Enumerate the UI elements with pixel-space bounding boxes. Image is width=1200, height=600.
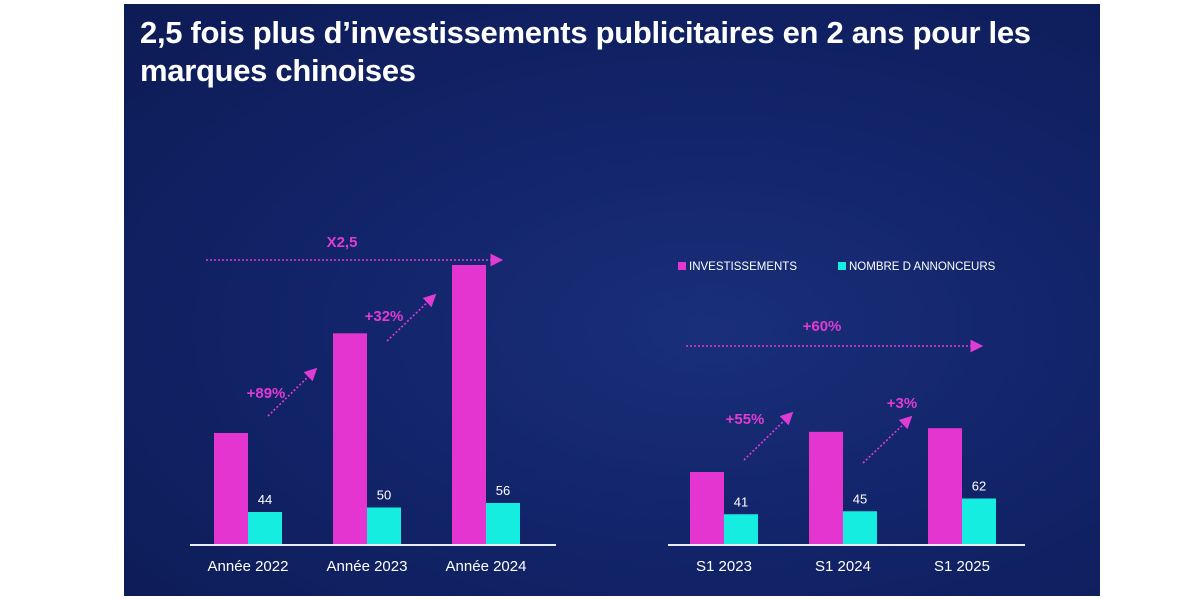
- data-label: 44: [258, 492, 272, 507]
- bar-annonceurs: [724, 514, 758, 545]
- bar-investissements: [928, 428, 962, 545]
- category-label: S1 2024: [815, 558, 871, 575]
- bar-investissements: [214, 433, 248, 545]
- growth-arrow: [267, 367, 318, 417]
- bar-annonceurs: [843, 511, 877, 545]
- growth-label: +55%: [726, 411, 765, 428]
- legend-label-investissements: INVESTISSEMENTS: [689, 261, 797, 273]
- category-label: Année 2022: [208, 558, 289, 575]
- bar-annonceurs: [962, 498, 996, 545]
- growth-arrow: [743, 411, 794, 461]
- legend-swatch-annonceurs: [838, 262, 846, 270]
- chart-title: 2,5 fois plus d’investissements publicit…: [140, 15, 1031, 88]
- data-label: 41: [734, 494, 748, 509]
- bar-investissements: [690, 472, 724, 545]
- category-label: Année 2023: [327, 558, 408, 575]
- category-label: S1 2023: [696, 558, 752, 575]
- growth-label: +89%: [247, 385, 286, 402]
- total-growth-label: X2,5: [327, 234, 358, 251]
- growth-label: +3%: [887, 395, 917, 412]
- data-label: 62: [972, 479, 986, 494]
- category-label: S1 2025: [934, 558, 990, 575]
- data-label: 56: [496, 483, 510, 498]
- legend-label-annonceurs: NOMBRE D ANNONCEURS: [849, 261, 996, 273]
- total-growth-label: +60%: [803, 318, 842, 335]
- bar-annonceurs: [367, 507, 401, 545]
- bar-investissements: [333, 333, 367, 545]
- bar-investissements: [809, 431, 843, 545]
- growth-arrow: [862, 415, 913, 464]
- bar-investissements: [452, 265, 486, 545]
- growth-arrow: [386, 293, 437, 342]
- legend-swatch-investissements: [678, 262, 686, 270]
- data-label: 50: [377, 488, 391, 503]
- bar-annonceurs: [486, 503, 520, 545]
- data-label: 45: [853, 491, 867, 506]
- bar-annonceurs: [248, 512, 282, 545]
- growth-label: +32%: [365, 308, 404, 325]
- category-label: Année 2024: [446, 558, 527, 575]
